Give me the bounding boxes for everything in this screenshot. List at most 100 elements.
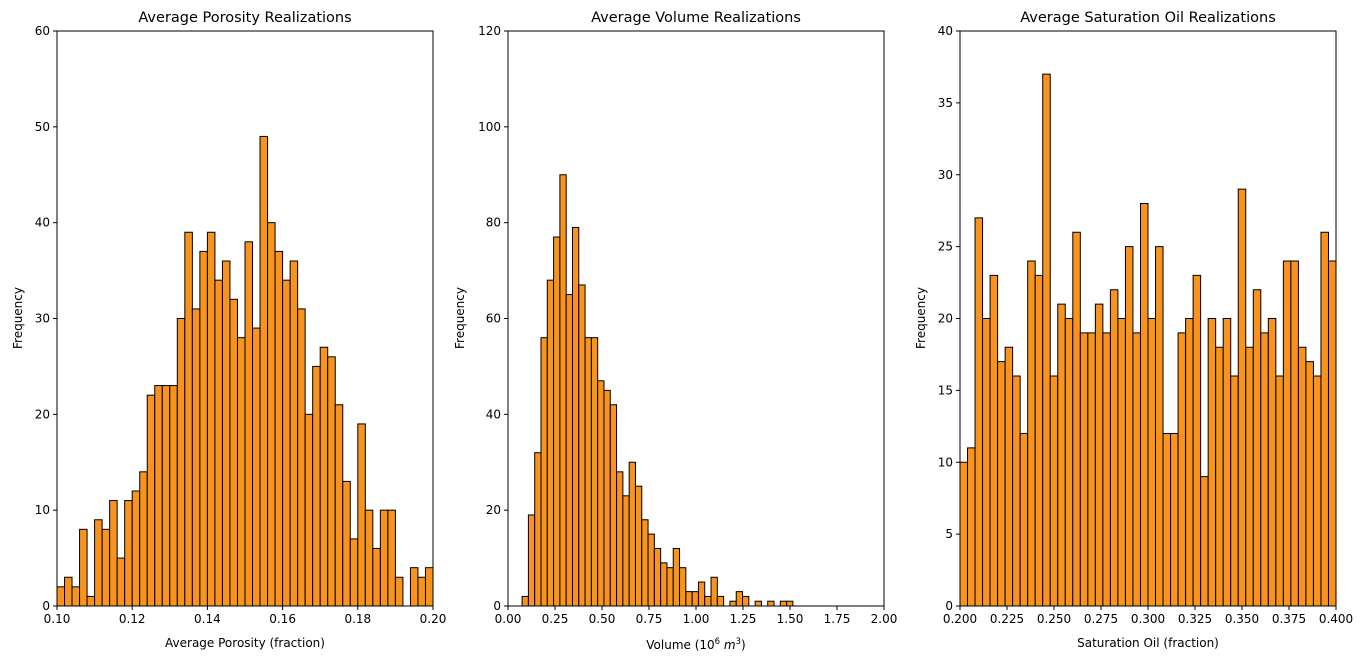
y-tick-label: 100 (478, 120, 501, 134)
x-axis-label: Average Porosity (fraction) (165, 636, 325, 650)
histogram-bar (735, 591, 744, 607)
histogram-bar (767, 600, 775, 607)
x-tick-label: 0.10 (44, 612, 71, 626)
y-tick-label: 40 (486, 407, 501, 421)
histogram-bar (357, 423, 366, 607)
histogram-bar (634, 485, 643, 607)
histogram-bar (1170, 433, 1179, 607)
y-tick-label: 50 (35, 120, 50, 134)
histogram-bar (342, 480, 351, 607)
x-tick-label: 0.375 (1272, 612, 1306, 626)
y-tick-label: 20 (938, 312, 953, 326)
histogram-bar (641, 519, 649, 607)
histogram-bar (379, 509, 389, 607)
y-tick-label: 20 (35, 407, 50, 421)
histogram-bar (1094, 303, 1104, 607)
histogram-bar (409, 567, 419, 607)
histogram-bar (1079, 332, 1089, 607)
histogram-bar (672, 548, 681, 607)
histogram-porosity: Average Porosity Realizations Average Po… (11, 10, 446, 650)
histogram-bar (259, 135, 269, 607)
histogram-bar (199, 250, 208, 607)
histogram-bar (1185, 318, 1194, 607)
x-tick-label: 0.25 (542, 612, 569, 626)
histogram-bar (1305, 361, 1314, 607)
histogram-bar (616, 471, 624, 607)
histogram-bar (236, 337, 246, 607)
histogram-bar (622, 495, 630, 607)
x-tick-label: 1.00 (683, 612, 710, 626)
histogram-bar (56, 586, 66, 607)
histogram-bar (86, 595, 96, 607)
histogram-bar (1132, 332, 1141, 607)
histogram-bar (131, 490, 141, 607)
y-tick-label: 80 (486, 216, 501, 230)
x-tick-label: 0.275 (1084, 612, 1118, 626)
histogram-bar (1109, 289, 1119, 607)
histogram-bar (710, 576, 718, 607)
histogram-bar (109, 500, 118, 607)
histogram-bar (1215, 346, 1224, 607)
histogram-bar (364, 509, 374, 607)
histogram-bar (184, 231, 193, 607)
y-tick-label: 10 (35, 503, 50, 517)
histogram-bar (334, 404, 344, 607)
x-tick-label: 0.400 (1319, 612, 1353, 626)
histogram-bar (1034, 274, 1044, 607)
histogram-bar (244, 241, 254, 607)
histogram-bar (1267, 318, 1277, 607)
histogram-bar (685, 591, 693, 607)
histogram-bar (1139, 203, 1149, 607)
x-tick-label: 0.16 (269, 612, 296, 626)
histogram-bar (176, 318, 186, 607)
histogram-bar (959, 461, 969, 607)
histogram-bar (372, 548, 381, 607)
histogram-bar (609, 404, 618, 607)
y-tick-label: 15 (938, 383, 953, 397)
histogram-bar (312, 365, 321, 607)
histogram-bar (982, 318, 991, 607)
histogram-bar (546, 279, 555, 607)
histogram-bar (191, 308, 201, 607)
x-tick-label: 0.75 (636, 612, 663, 626)
histogram-bar (267, 222, 276, 607)
x-axis-label: Volume (106 m3) (646, 637, 745, 652)
x-tick-label: 0.12 (119, 612, 146, 626)
histogram-bar (146, 394, 156, 607)
histogram-bar (628, 461, 636, 607)
histogram-bar (729, 600, 737, 607)
histogram-bar (319, 346, 329, 607)
histogram-volume: Average Volume Realizations Volume (106 … (453, 10, 897, 652)
chart-title: Average Volume Realizations (591, 10, 801, 26)
y-tick-label: 0 (493, 599, 501, 613)
histogram-bar (967, 447, 976, 607)
histogram-bar (647, 533, 655, 607)
histogram-bar (274, 250, 284, 607)
histogram-bar (282, 279, 291, 607)
x-tick-label: 1.25 (730, 612, 757, 626)
histogram-bar (660, 562, 668, 607)
histogram-bar (327, 356, 336, 607)
histogram-bar (974, 217, 984, 607)
histogram-bar (417, 576, 426, 607)
x-tick-label: 0.350 (1225, 612, 1259, 626)
histogram-bar (578, 284, 586, 607)
x-axis-label: Saturation Oil (fraction) (1077, 636, 1219, 650)
y-tick-label: 20 (486, 503, 501, 517)
histogram-bar (779, 600, 788, 607)
histogram-bar (1124, 246, 1134, 607)
histogram-bar (1155, 246, 1164, 607)
x-tick-label: 0.20 (420, 612, 447, 626)
histogram-bar (304, 413, 314, 607)
histogram-bar (64, 576, 73, 607)
y-tick-label: 0 (945, 599, 953, 613)
y-tick-label: 10 (938, 455, 953, 469)
histogram-bar (349, 538, 359, 607)
histogram-bar (1102, 332, 1111, 607)
x-tick-label: 0.200 (943, 612, 977, 626)
histogram-bar (1049, 375, 1059, 607)
histogram-bar (565, 294, 573, 607)
x-tick-label: 0.18 (344, 612, 371, 626)
histogram-bar (603, 389, 611, 607)
bars (56, 135, 434, 607)
